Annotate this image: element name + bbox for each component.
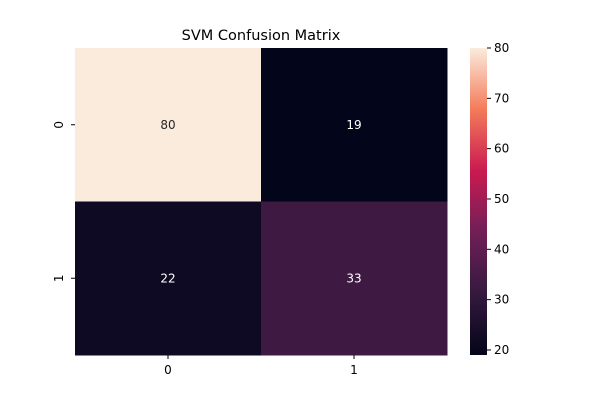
- colorbar-tick-label: 50: [494, 192, 509, 206]
- colorbar-tick-label: 30: [494, 293, 509, 307]
- cell-value-label: 22: [160, 271, 175, 285]
- colorbar-tick-label: 40: [494, 242, 509, 256]
- y-axis-ticks: 01: [52, 121, 75, 282]
- heatmap-cell: [75, 48, 262, 202]
- y-tick-label: 0: [52, 121, 66, 129]
- colorbar-tick-label: 80: [494, 41, 509, 55]
- heatmap-cell: [261, 201, 448, 356]
- cell-value-label: 33: [346, 271, 361, 285]
- heatmap-cell: [261, 48, 448, 202]
- colorbar: [470, 48, 487, 355]
- chart-title: SVM Confusion Matrix: [182, 28, 341, 44]
- cell-value-label: 19: [346, 118, 361, 132]
- colorbar-tick-label: 20: [494, 343, 509, 357]
- heatmap-cell: [75, 201, 262, 356]
- cell-value-label: 80: [160, 118, 175, 132]
- x-tick-label: 1: [350, 363, 358, 377]
- colorbar-ticks: 20 30 40 50 60 70 80: [487, 41, 509, 357]
- colorbar-tick-label: 70: [494, 91, 509, 105]
- colorbar-tick-label: 60: [494, 142, 509, 156]
- y-tick-label: 1: [52, 274, 66, 282]
- x-tick-label: 0: [164, 363, 172, 377]
- heatmap-cells: 80 19 22 33: [75, 48, 448, 356]
